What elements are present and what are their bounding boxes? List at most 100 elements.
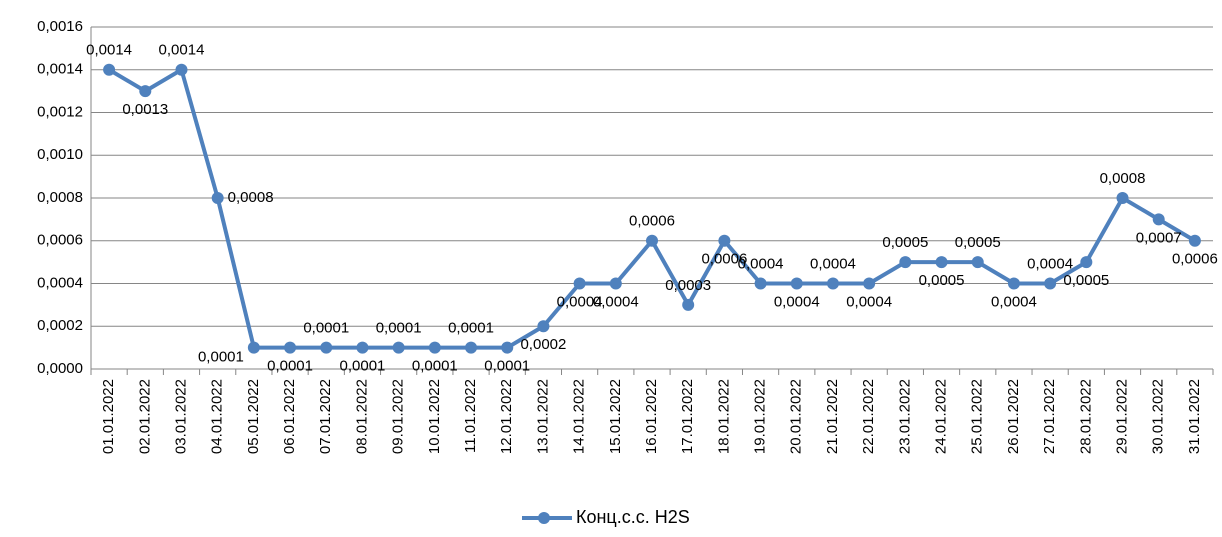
x-tick-label: 26.01.2022 <box>1005 379 1022 454</box>
x-tick-label: 30.01.2022 <box>1150 379 1167 454</box>
marker <box>1116 192 1129 204</box>
marker <box>1044 277 1057 290</box>
x-tick-label: 15.01.2022 <box>607 379 624 454</box>
x-tick-label: 22.01.2022 <box>860 379 877 454</box>
marker <box>971 256 984 269</box>
data-label: 0,0004 <box>593 293 639 310</box>
marker <box>320 341 333 354</box>
x-tick-label: 08.01.2022 <box>353 379 370 454</box>
marker <box>211 192 224 204</box>
data-label: 0,0004 <box>846 293 892 310</box>
x-tick-label: 02.01.2022 <box>136 379 153 454</box>
y-tick-label: 0,0016 <box>37 18 83 35</box>
data-label: 0,0004 <box>991 293 1037 310</box>
marker <box>1080 256 1093 269</box>
marker <box>863 277 876 290</box>
marker <box>501 341 514 354</box>
y-tick-label: 0,0010 <box>37 146 83 163</box>
y-tick-label: 0,0004 <box>37 274 83 291</box>
legend-label: Конц.с.с. H2S <box>576 507 690 527</box>
data-label: 0,0005 <box>955 234 1001 251</box>
x-tick-label: 04.01.2022 <box>209 379 226 454</box>
x-tick-label: 23.01.2022 <box>896 379 913 454</box>
marker <box>175 63 188 76</box>
marker <box>103 63 116 76</box>
marker <box>537 320 550 333</box>
x-tick-label: 28.01.2022 <box>1077 379 1094 454</box>
x-tick-label: 07.01.2022 <box>317 379 334 454</box>
y-tick-label: 0,0006 <box>37 232 83 249</box>
x-tick-label: 31.01.2022 <box>1186 379 1203 454</box>
data-label: 0,0001 <box>376 320 422 337</box>
data-label: 0,0005 <box>1063 272 1109 289</box>
x-tick-label: 19.01.2022 <box>752 379 769 454</box>
x-tick-label: 01.01.2022 <box>100 379 117 454</box>
data-label: 0,0006 <box>629 213 675 230</box>
marker <box>609 277 622 290</box>
data-label: 0,0005 <box>882 234 928 251</box>
data-label: 0,0004 <box>810 255 856 272</box>
y-tick-label: 0,0000 <box>37 360 83 377</box>
marker <box>1188 234 1201 247</box>
x-tick-label: 20.01.2022 <box>788 379 805 454</box>
marker <box>1152 213 1165 226</box>
data-label: 0,0008 <box>1100 170 1146 187</box>
data-label: 0,0005 <box>919 272 965 289</box>
marker <box>790 277 803 290</box>
data-label: 0,0001 <box>412 358 458 375</box>
data-label: 0,0001 <box>267 358 313 375</box>
data-label: 0,0004 <box>1027 255 1073 272</box>
x-tick-label: 13.01.2022 <box>534 379 551 454</box>
marker <box>754 277 767 290</box>
marker <box>935 256 948 269</box>
x-tick-label: 06.01.2022 <box>281 379 298 454</box>
x-tick-label: 25.01.2022 <box>969 379 986 454</box>
x-tick-label: 05.01.2022 <box>245 379 262 454</box>
marker <box>899 256 912 269</box>
data-label: 0,0014 <box>86 42 132 59</box>
y-tick-label: 0,0012 <box>37 103 83 120</box>
marker <box>428 341 441 354</box>
x-tick-label: 24.01.2022 <box>933 379 950 454</box>
data-label: 0,0001 <box>448 320 494 337</box>
data-label: 0,0001 <box>484 358 530 375</box>
data-label: 0,0004 <box>738 255 784 272</box>
marker <box>646 234 658 247</box>
data-label: 0,0014 <box>159 42 205 59</box>
data-label: 0,0006 <box>1172 251 1218 268</box>
marker <box>465 341 478 354</box>
data-label: 0,0008 <box>228 189 274 206</box>
marker <box>682 298 695 311</box>
marker <box>718 234 731 247</box>
legend-marker <box>538 512 550 524</box>
data-label: 0,0001 <box>340 358 386 375</box>
y-tick-label: 0,0008 <box>37 189 83 206</box>
marker <box>247 341 260 354</box>
marker <box>826 277 839 290</box>
data-label: 0,0003 <box>665 277 711 294</box>
data-label: 0,0013 <box>122 101 168 118</box>
x-tick-label: 17.01.2022 <box>679 379 696 454</box>
marker <box>573 277 586 290</box>
y-tick-label: 0,0002 <box>37 317 83 334</box>
data-label: 0,0004 <box>557 293 603 310</box>
x-tick-label: 21.01.2022 <box>824 379 841 454</box>
data-label: 0,0001 <box>303 320 349 337</box>
data-label: 0,0002 <box>520 336 566 353</box>
marker <box>1007 277 1020 290</box>
x-tick-label: 11.01.2022 <box>462 379 479 453</box>
y-tick-label: 0,0014 <box>37 61 83 78</box>
x-tick-label: 10.01.2022 <box>426 379 443 454</box>
data-label: 0,0001 <box>198 349 244 366</box>
x-tick-label: 18.01.2022 <box>715 379 732 454</box>
x-tick-label: 09.01.2022 <box>390 379 407 454</box>
x-tick-label: 03.01.2022 <box>172 379 189 454</box>
x-tick-label: 12.01.2022 <box>498 379 515 454</box>
x-tick-label: 27.01.2022 <box>1041 379 1058 454</box>
x-tick-label: 14.01.2022 <box>571 379 588 454</box>
x-tick-label: 16.01.2022 <box>643 379 660 454</box>
x-tick-label: 29.01.2022 <box>1113 379 1130 454</box>
marker <box>284 341 297 354</box>
data-label: 0,0006 <box>701 251 747 268</box>
